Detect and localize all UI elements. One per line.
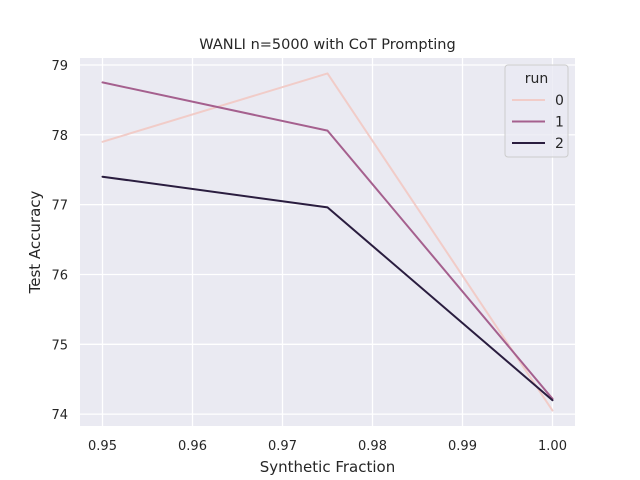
- legend: run 0 1 2: [504, 64, 569, 158]
- x-axis-label: Synthetic Fraction: [260, 458, 395, 476]
- y-tick-label: 77: [51, 199, 68, 214]
- series-layer: [101, 72, 554, 412]
- y-tick-label: 78: [51, 129, 68, 144]
- legend-label-run-1: 1: [555, 115, 564, 131]
- x-tick-label: 1.00: [538, 439, 567, 454]
- y-ticks: 74 75 76 77 78 79: [51, 59, 68, 423]
- x-tick-label: 0.97: [268, 439, 297, 454]
- legend-box: [504, 64, 569, 158]
- legend-title: run: [525, 71, 549, 87]
- y-tick-label: 75: [51, 338, 68, 353]
- y-axis-label: Test Accuracy: [26, 190, 44, 294]
- x-tick-label: 0.96: [178, 439, 207, 454]
- y-tick-label: 79: [51, 59, 68, 74]
- x-tick-label: 0.98: [358, 439, 387, 454]
- y-tick-label: 74: [51, 408, 68, 423]
- x-ticks: 0.95 0.96 0.97 0.98 0.99 1.00: [88, 439, 567, 454]
- legend-entries: 0 1 2: [512, 93, 564, 152]
- series-line-run-1: [101, 81, 554, 400]
- series-line-run-2: [101, 175, 554, 402]
- series-line-run-0: [101, 72, 554, 412]
- plot-background: [80, 58, 575, 426]
- chart-title: WANLI n=5000 with CoT Prompting: [199, 37, 455, 53]
- legend-label-run-2: 2: [555, 136, 564, 152]
- y-tick-label: 76: [51, 268, 68, 283]
- x-tick-label: 0.99: [448, 439, 477, 454]
- legend-label-run-0: 0: [555, 93, 564, 109]
- x-tick-label: 0.95: [88, 439, 117, 454]
